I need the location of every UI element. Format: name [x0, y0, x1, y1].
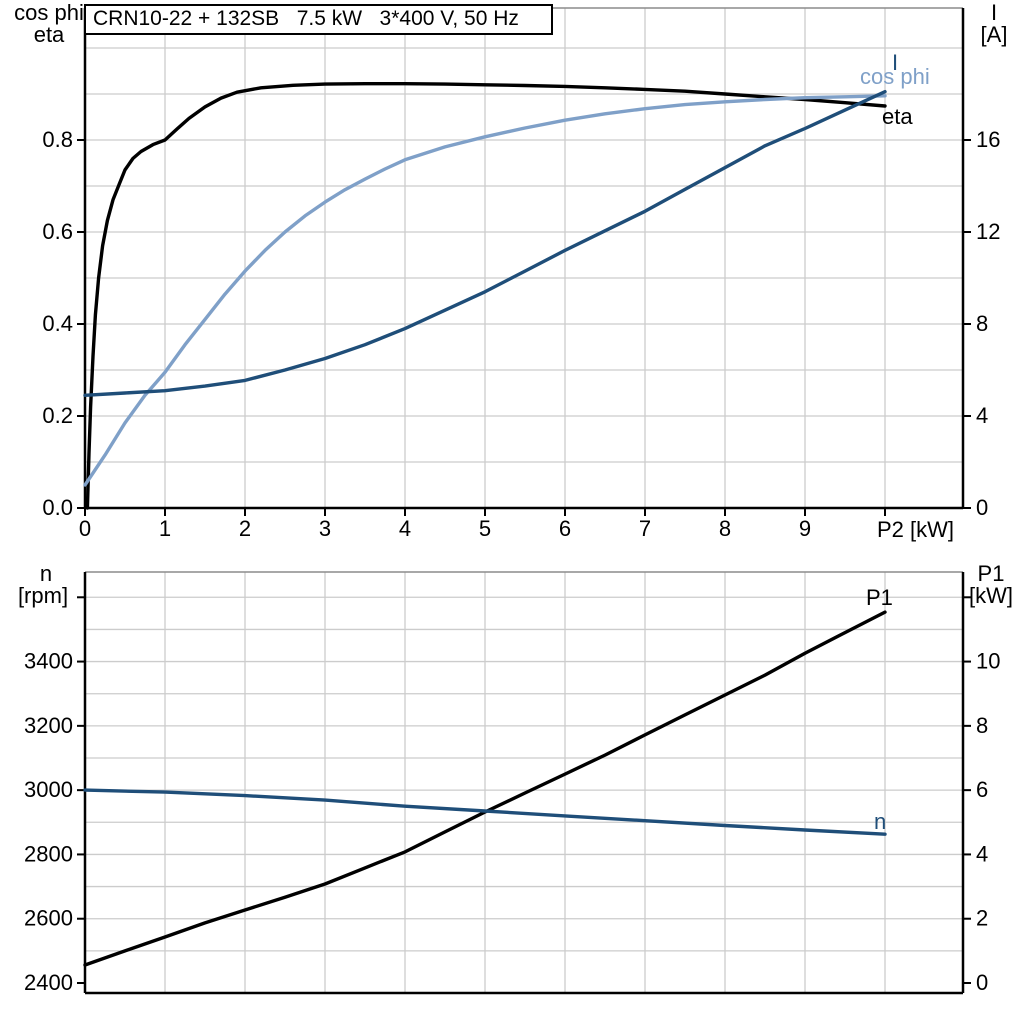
- top-right-axis-label-line2: [A]: [980, 22, 1008, 47]
- y-tick-label: 2800: [24, 841, 73, 866]
- x-tick-label: 2: [239, 516, 251, 541]
- y-tick-label: 8: [976, 713, 988, 738]
- top-right-axis-label-line1: I: [990, 0, 998, 25]
- top-curve-i: [83, 90, 887, 397]
- curve-label-p1: P1: [866, 585, 893, 610]
- y-tick-label: 3200: [24, 713, 73, 738]
- x-tick-label: 0: [79, 516, 91, 541]
- y-tick-label: 0: [976, 495, 988, 520]
- y-tick-label: 2: [976, 906, 988, 931]
- x-tick-label: 9: [799, 516, 811, 541]
- x-tick-label: 6: [559, 516, 571, 541]
- y-tick-label: 0.2: [42, 403, 73, 428]
- y-tick-label: 10: [976, 649, 1000, 674]
- curve-label-n: n: [874, 809, 887, 834]
- y-tick-label: 16: [976, 127, 1000, 152]
- y-tick-label: 0.4: [42, 311, 73, 336]
- x-axis-label: P2 [kW]: [877, 517, 955, 542]
- curve-label-current: I: [892, 50, 899, 75]
- bottom-curve-n: [83, 788, 887, 836]
- chart-title: CRN10-22 + 132SB 7.5 kW 3*400 V, 50 Hz: [84, 4, 553, 35]
- x-tick-label: 8: [719, 516, 731, 541]
- curve-label-cos-phi: cos phi: [860, 64, 930, 89]
- y-tick-label: 6: [976, 777, 988, 802]
- x-tick-label: 1: [159, 516, 171, 541]
- bottom-right-axis-label-line1: P1: [977, 561, 1005, 586]
- bottom-left-axis-label-line1: n: [39, 561, 53, 586]
- top-curve-cos-phi: [83, 94, 887, 487]
- y-tick-label: 4: [976, 841, 988, 866]
- bottom-left-axis-label-line2: [rpm]: [17, 583, 69, 608]
- top-left-axis-label-line1: cos phi: [14, 0, 84, 25]
- y-tick-label: 0.8: [42, 127, 73, 152]
- curve-label-eta: eta: [882, 104, 913, 129]
- x-tick-label: 4: [399, 516, 411, 541]
- y-tick-label: 0.0: [42, 495, 73, 520]
- y-tick-label: 2600: [24, 906, 73, 931]
- y-tick-label: 0: [976, 970, 988, 995]
- bottom-right-axis-label-line2: [kW]: [969, 583, 1013, 608]
- top-left-axis-label-line2: eta: [33, 22, 65, 47]
- y-tick-label: 8: [976, 311, 988, 336]
- y-tick-label: 0.6: [42, 219, 73, 244]
- y-tick-label: 4: [976, 403, 988, 428]
- y-tick-label: 3000: [24, 777, 73, 802]
- y-tick-label: 3400: [24, 649, 73, 674]
- x-tick-label: 3: [319, 516, 331, 541]
- top-curve-eta: [85, 82, 887, 510]
- x-tick-label: 7: [639, 516, 651, 541]
- y-tick-label: 2400: [24, 970, 73, 995]
- x-tick-label: 5: [479, 516, 491, 541]
- y-tick-label: 12: [976, 219, 1000, 244]
